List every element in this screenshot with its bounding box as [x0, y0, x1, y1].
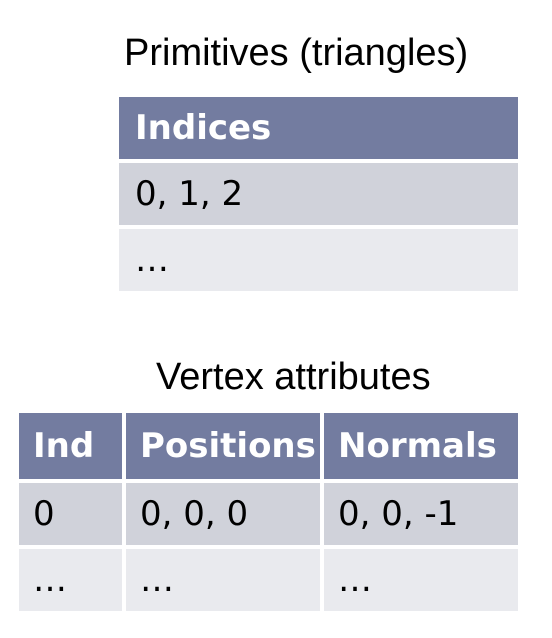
table-row: …	[119, 225, 518, 291]
table-row: … … …	[19, 545, 518, 611]
normals-header: Normals	[320, 413, 518, 479]
ind-cell: 0	[19, 479, 122, 545]
vertex-attributes-title: Vertex attributes	[156, 356, 431, 398]
primitives-title: Primitives (triangles)	[124, 32, 469, 74]
primitives-table: Indices 0, 1, 2 …	[119, 97, 518, 291]
indices-header: Indices	[119, 97, 518, 159]
positions-cell: …	[122, 545, 320, 611]
table-header-row: Indices	[119, 97, 518, 159]
table-header-row: Ind Positions Normals	[19, 413, 518, 479]
positions-cell: 0, 0, 0	[122, 479, 320, 545]
vertex-attributes-table: Ind Positions Normals 0 0, 0, 0 0, 0, -1…	[19, 413, 518, 611]
indices-cell: 0, 1, 2	[119, 159, 518, 225]
table-row: 0, 1, 2	[119, 159, 518, 225]
table-row: 0 0, 0, 0 0, 0, -1	[19, 479, 518, 545]
positions-header: Positions	[122, 413, 320, 479]
normals-cell: 0, 0, -1	[320, 479, 518, 545]
normals-cell: …	[320, 545, 518, 611]
ind-header: Ind	[19, 413, 122, 479]
indices-cell: …	[119, 225, 518, 291]
ind-cell: …	[19, 545, 122, 611]
